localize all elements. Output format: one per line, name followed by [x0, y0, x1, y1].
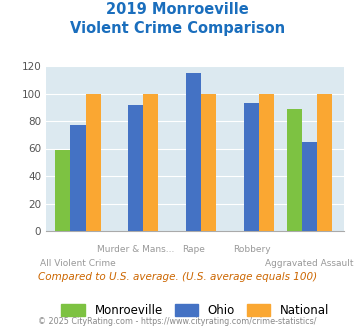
Bar: [201, 93, 217, 231]
Legend: Monroeville, Ohio, National: Monroeville, Ohio, National: [57, 300, 334, 322]
Text: Violent Crime Comparison: Violent Crime Comparison: [70, 21, 285, 36]
Bar: [86, 93, 100, 231]
Text: Murder & Mans...: Murder & Mans...: [97, 245, 175, 254]
Text: Aggravated Assault: Aggravated Assault: [265, 259, 354, 268]
Text: 2019 Monroeville: 2019 Monroeville: [106, 2, 249, 16]
Bar: [143, 93, 158, 231]
Bar: [55, 150, 71, 231]
Bar: [186, 73, 201, 231]
Bar: [244, 103, 259, 231]
Bar: [129, 105, 143, 231]
Bar: [317, 93, 332, 231]
Text: © 2025 CityRating.com - https://www.cityrating.com/crime-statistics/: © 2025 CityRating.com - https://www.city…: [38, 317, 317, 326]
Text: Compared to U.S. average. (U.S. average equals 100): Compared to U.S. average. (U.S. average …: [38, 272, 317, 282]
Bar: [302, 142, 317, 231]
Bar: [71, 125, 86, 231]
Text: All Violent Crime: All Violent Crime: [40, 259, 116, 268]
Bar: [287, 109, 302, 231]
Bar: [259, 93, 274, 231]
Text: Rape: Rape: [182, 245, 205, 254]
Text: Robbery: Robbery: [233, 245, 271, 254]
